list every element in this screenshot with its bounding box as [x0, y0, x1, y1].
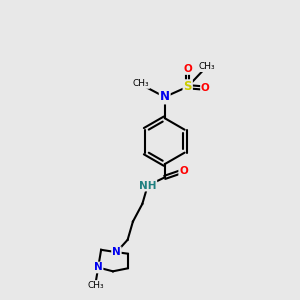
Text: O: O: [179, 167, 188, 176]
Text: N: N: [94, 262, 103, 272]
Text: O: O: [201, 83, 210, 93]
Text: S: S: [183, 80, 192, 93]
Text: O: O: [183, 64, 192, 74]
Text: CH₃: CH₃: [133, 79, 149, 88]
Text: N: N: [112, 247, 121, 257]
Text: NH: NH: [139, 181, 156, 190]
Text: CH₃: CH₃: [88, 281, 104, 290]
Text: CH₃: CH₃: [198, 62, 215, 71]
Text: N: N: [160, 91, 170, 103]
